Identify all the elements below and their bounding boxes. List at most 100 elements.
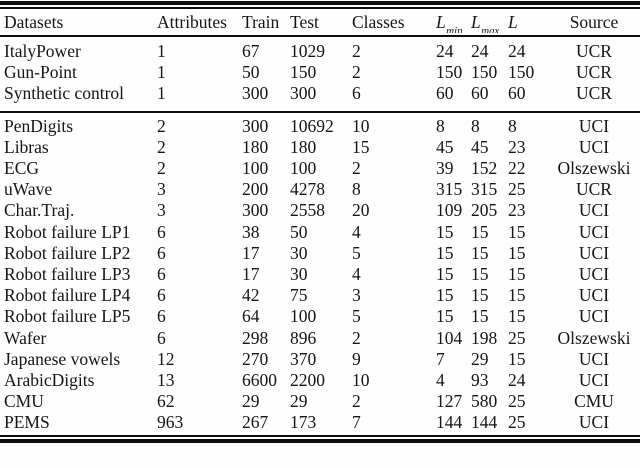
cell-test: 2558 <box>290 200 325 221</box>
cell-attributes: 13 <box>157 369 175 390</box>
cell-source: UCI <box>578 115 610 136</box>
cell-dataset: Robot failure LP5 <box>4 306 131 327</box>
cell-source: CMU <box>574 391 614 412</box>
cell-classes: 2 <box>352 327 361 348</box>
cell-train: 267 <box>242 412 269 433</box>
header-l: L <box>508 12 548 33</box>
cell-source: UCR <box>576 41 612 62</box>
cell-test: 4278 <box>290 179 325 200</box>
cell-lmin: 4 <box>436 369 445 390</box>
cell-dataset: CMU <box>4 391 44 412</box>
header-subscript: min <box>446 25 463 33</box>
cell-l: 15 <box>508 242 526 263</box>
cell-source: UCI <box>578 412 610 433</box>
cell-l: 25 <box>508 391 526 412</box>
cell-dataset: Wafer <box>4 327 47 348</box>
cell-lmax: 580 <box>471 391 498 412</box>
cell-lmax: 144 <box>471 412 498 433</box>
cell-attributes: 3 <box>157 179 166 200</box>
top-rule-thick <box>0 1 640 5</box>
cell-lmin: 150 <box>436 62 463 83</box>
cell-test: 50 <box>290 221 308 242</box>
cell-lmin: 15 <box>436 242 454 263</box>
cell-classes: 2 <box>352 62 361 83</box>
table-row: Char.Traj. 3 300 2558 20 109 205 23 UCI <box>0 200 640 221</box>
cell-dataset: Robot failure LP3 <box>4 263 131 284</box>
cell-classes: 10 <box>352 369 370 390</box>
cell-train: 50 <box>242 62 260 83</box>
cell-attributes: 6 <box>157 327 166 348</box>
cell-attributes: 6 <box>157 242 166 263</box>
cell-source: UCI <box>578 221 610 242</box>
cell-lmin: 8 <box>436 115 445 136</box>
cell-source: UCI <box>578 285 610 306</box>
cell-test: 75 <box>290 285 308 306</box>
cell-lmin: 315 <box>436 179 463 200</box>
cell-l: 8 <box>508 115 517 136</box>
cell-dataset: Synthetic control <box>4 83 125 104</box>
cell-lmin: 127 <box>436 391 463 412</box>
cell-dataset: Japanese vowels <box>4 348 121 369</box>
cell-train: 42 <box>242 285 260 306</box>
cell-test: 100 <box>290 306 317 327</box>
cell-dataset: Gun-Point <box>4 62 77 83</box>
header-label: Datasets <box>4 11 64 32</box>
cell-lmin: 109 <box>436 200 463 221</box>
cell-lmax: 15 <box>471 263 489 284</box>
cell-attributes: 6 <box>157 285 166 306</box>
cell-test: 30 <box>290 263 308 284</box>
top-rule-thin <box>0 7 640 9</box>
cell-l: 23 <box>508 200 526 221</box>
header-test: Test <box>290 12 352 33</box>
cell-train: 17 <box>242 263 260 284</box>
cell-lmax: 93 <box>471 369 489 390</box>
cell-dataset: Char.Traj. <box>4 200 75 221</box>
cell-train: 300 <box>242 83 269 104</box>
cell-attributes: 6 <box>157 306 166 327</box>
cell-test: 300 <box>290 83 317 104</box>
table-row: PEMS 963 267 173 7 144 144 25 UCI <box>0 412 640 433</box>
cell-attributes: 2 <box>157 115 166 136</box>
cell-classes: 3 <box>352 285 361 306</box>
cell-lmin: 144 <box>436 412 463 433</box>
cell-l: 22 <box>508 158 526 179</box>
cell-attributes: 6 <box>157 263 166 284</box>
cell-attributes: 6 <box>157 221 166 242</box>
table-row: ECG 2 100 100 2 39 152 22 Olszewski <box>0 158 640 179</box>
cell-dataset: Libras <box>4 136 49 157</box>
header-lmax: Lmax <box>471 12 508 33</box>
table-header-row: Datasets Attributes Train Test Classes Lmin Lm… <box>0 9 640 35</box>
cell-classes: 2 <box>352 391 361 412</box>
header-classes: Classes <box>352 12 436 33</box>
header-dataset: Datasets <box>0 12 157 33</box>
table-row: PenDigits 2 300 10692 10 8 8 8 UCI <box>0 116 640 137</box>
cell-l: 24 <box>508 41 526 62</box>
cell-attributes: 1 <box>157 41 166 62</box>
cell-attributes: 963 <box>157 412 184 433</box>
cell-dataset: ArabicDigits <box>4 369 95 390</box>
cell-train: 67 <box>242 41 260 62</box>
table-row: Robot failure LP4 6 42 75 3 15 15 15 UCI <box>0 285 640 306</box>
cell-attributes: 1 <box>157 83 166 104</box>
cell-classes: 20 <box>352 200 370 221</box>
table-row: Wafer 6 298 896 2 104 198 25 Olszewski <box>0 327 640 348</box>
cell-classes: 5 <box>352 306 361 327</box>
header-label: Attributes <box>157 11 227 32</box>
cell-test: 29 <box>290 391 308 412</box>
cell-train: 298 <box>242 327 269 348</box>
cell-test: 180 <box>290 136 317 157</box>
cell-train: 29 <box>242 391 260 412</box>
cell-test: 370 <box>290 348 317 369</box>
cell-train: 180 <box>242 136 269 157</box>
header-label: Classes <box>352 11 405 32</box>
cell-lmin: 39 <box>436 158 454 179</box>
table-row: Robot failure LP5 6 64 100 5 15 15 15 UCI <box>0 306 640 327</box>
cell-classes: 2 <box>352 158 361 179</box>
cell-lmin: 60 <box>436 83 454 104</box>
header-train: Train <box>242 12 290 33</box>
cell-attributes: 3 <box>157 200 166 221</box>
cell-attributes: 2 <box>157 158 166 179</box>
cell-l: 150 <box>508 62 535 83</box>
cell-l: 25 <box>508 412 526 433</box>
